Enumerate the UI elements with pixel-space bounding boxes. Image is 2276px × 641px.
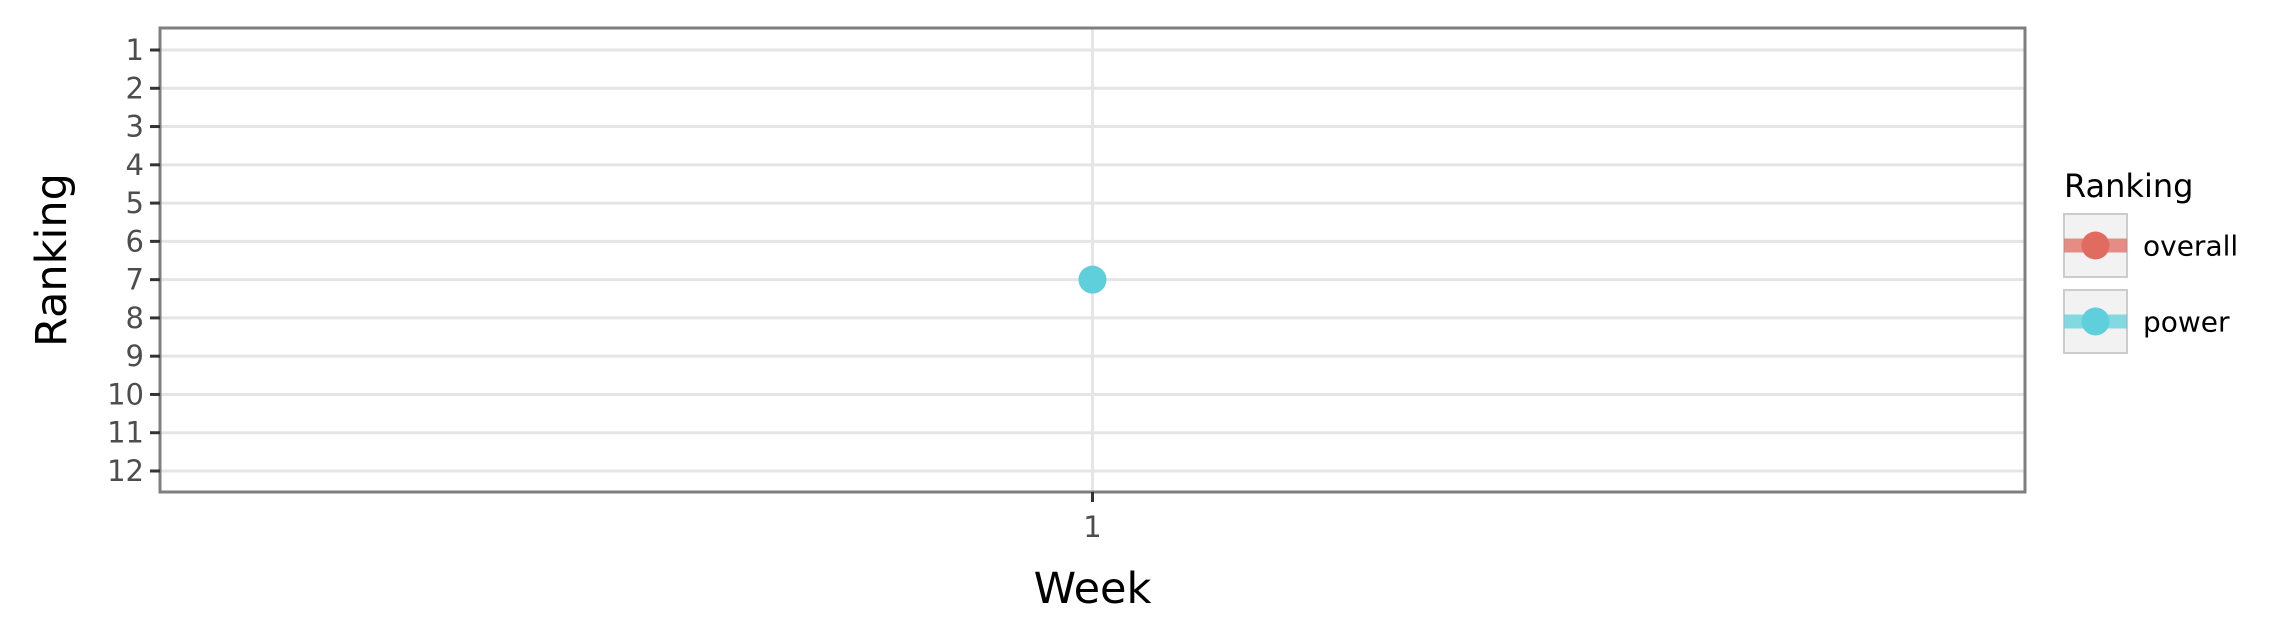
legend-items: overall power [2063, 213, 2238, 354]
grid-lines [160, 28, 2025, 492]
y-tick-label: 3 [126, 110, 144, 144]
y-tick-label: 8 [126, 301, 144, 335]
legend: Ranking overall power [2063, 167, 2238, 354]
x-axis-title: Week [1034, 564, 1152, 614]
y-tick-label: 9 [126, 339, 144, 373]
legend-label-overall: overall [2143, 230, 2238, 263]
y-axis-title: Ranking [27, 173, 77, 347]
y-tick-label: 7 [126, 263, 144, 297]
y-tick-label: 5 [126, 186, 144, 220]
y-tick-label: 6 [126, 224, 144, 258]
x-tick-label: 1 [1083, 510, 1101, 544]
y-tick-label: 11 [107, 416, 144, 450]
legend-label-power: power [2143, 306, 2230, 339]
legend-title: Ranking [2064, 167, 2193, 205]
data-point-power [1078, 265, 1107, 294]
y-tick-label: 12 [107, 454, 144, 488]
y-tick-label: 2 [126, 71, 144, 105]
y-tick-label: 10 [107, 377, 144, 411]
y-tick-label: 1 [126, 33, 144, 67]
y-tick-label: 4 [126, 148, 144, 182]
legend-key-point-power [2081, 307, 2110, 336]
data-marks [1078, 265, 1107, 294]
legend-key-point-overall [2081, 231, 2110, 260]
